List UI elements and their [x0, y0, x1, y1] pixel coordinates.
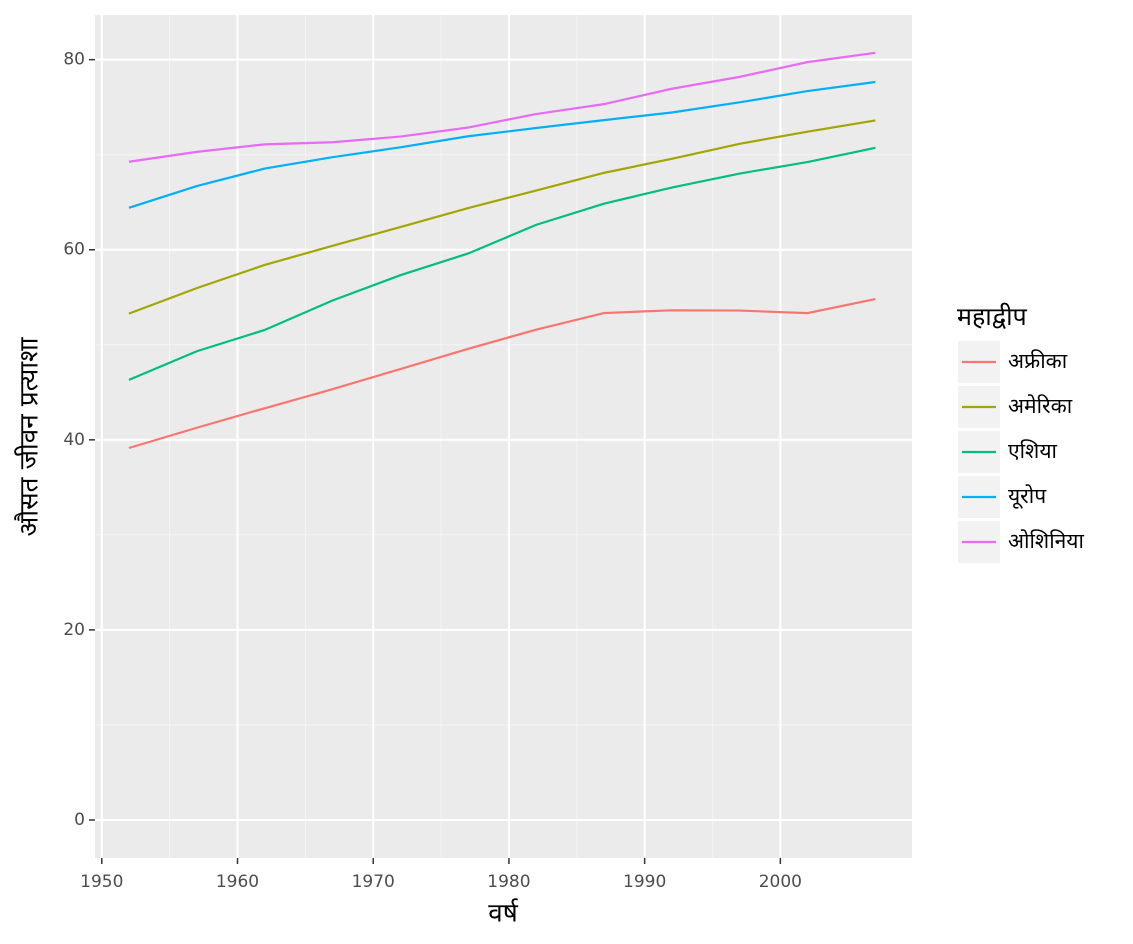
y-tick-label: 20 [63, 620, 85, 640]
legend-label: अमेरिका [1008, 394, 1073, 418]
x-tick-label: 1980 [487, 872, 530, 892]
panel [95, 15, 912, 858]
y-tick-label: 80 [63, 50, 85, 70]
legend-title: महाद्वीप [957, 302, 1028, 331]
legend-label: अफ्रीका [1008, 349, 1068, 373]
x-tick-label: 1960 [216, 872, 259, 892]
y-tick-label: 0 [74, 810, 85, 830]
series-line [128, 51, 876, 163]
series-line [128, 119, 876, 315]
series-line [128, 80, 876, 209]
y-tick-label: 60 [63, 240, 85, 260]
series-line [128, 146, 876, 381]
x-tick-label: 2000 [759, 872, 802, 892]
legend-label: यूरोप [1008, 484, 1047, 509]
y-axis-title: औसत जीवन प्रत्याशा [14, 336, 45, 536]
y-tick-label: 40 [63, 430, 85, 450]
x-tick-label: 1950 [80, 872, 123, 892]
series-line [128, 297, 876, 450]
x-axis-title: वर्ष [488, 898, 518, 929]
x-tick-label: 1970 [352, 872, 395, 892]
x-tick-label: 1990 [623, 872, 666, 892]
legend-label: ओशिनिया [1008, 529, 1084, 553]
legend-label: एशिया [1008, 439, 1058, 463]
